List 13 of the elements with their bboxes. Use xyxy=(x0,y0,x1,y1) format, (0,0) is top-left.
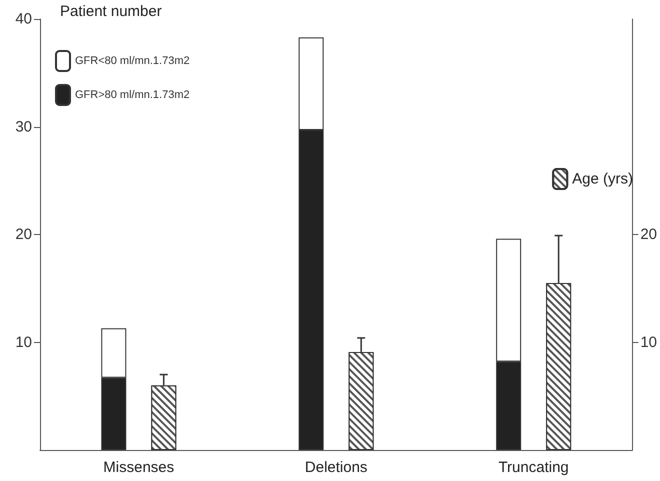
y-tick-label: 10 xyxy=(15,334,32,351)
x-tick-label: Truncating xyxy=(498,459,569,476)
legend-label: GFR>80 ml/mn.1.73m2 xyxy=(75,89,190,101)
y-tick-label: 20 xyxy=(15,226,32,243)
y-tick-label: 30 xyxy=(15,118,32,136)
x-tick-label: Deletions xyxy=(304,459,368,476)
y2-tick-label: 20 xyxy=(640,226,658,243)
x-tick-label: Missenses xyxy=(103,459,174,476)
legend-label: Age (yrs) xyxy=(572,170,634,188)
legend-label: GFR<80 ml/mn.1.73m2 xyxy=(75,55,190,67)
y-tick-label: 40 xyxy=(15,10,32,28)
y-axis-title: Patient number xyxy=(60,3,162,20)
y2-tick-label: 10 xyxy=(640,334,658,351)
